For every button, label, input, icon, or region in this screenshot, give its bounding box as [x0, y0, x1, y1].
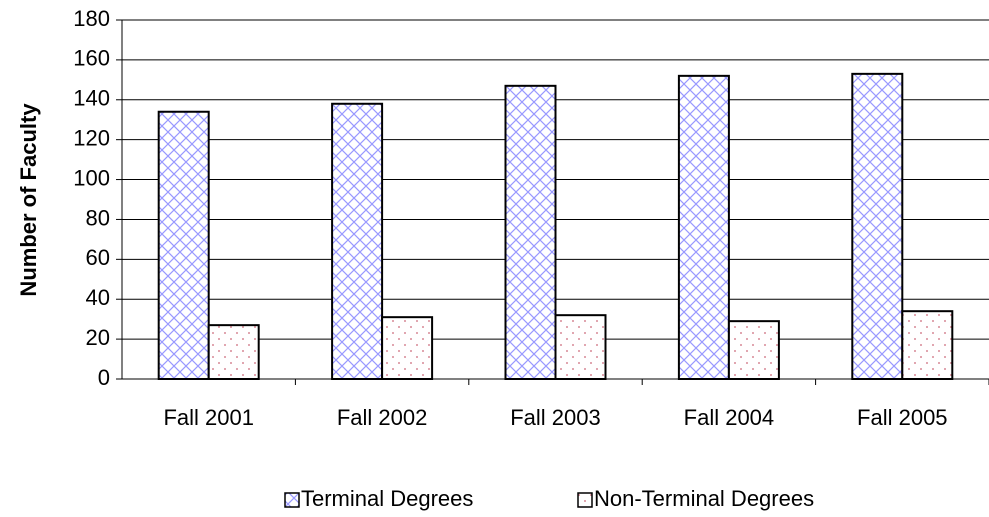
y-tick-label: 140: [73, 86, 110, 111]
bar: [207, 324, 260, 380]
legend-label: Terminal Degrees: [301, 486, 473, 511]
bar: [851, 72, 904, 380]
bar: [901, 310, 954, 381]
bar: [727, 320, 780, 380]
bar: [381, 316, 434, 380]
legend-swatch: [577, 492, 593, 508]
bar: [677, 74, 730, 380]
x-tick-label: Fall 2001: [163, 405, 254, 430]
x-tick-label: Fall 2004: [684, 405, 775, 430]
y-tick-label: 120: [73, 125, 110, 150]
bar: [554, 314, 607, 380]
y-tick-label: 60: [86, 245, 110, 270]
y-tick-label: 40: [86, 285, 110, 310]
bar: [157, 110, 210, 380]
legend-label: Non-Terminal Degrees: [594, 486, 814, 511]
y-tick-label: 20: [86, 325, 110, 350]
legend-swatch: [284, 492, 300, 508]
x-tick-label: Fall 2003: [510, 405, 601, 430]
y-tick-label: 80: [86, 205, 110, 230]
y-tick-label: 0: [98, 365, 110, 390]
y-tick-label: 160: [73, 46, 110, 71]
x-tick-label: Fall 2002: [337, 405, 428, 430]
y-tick-label: 180: [73, 6, 110, 31]
bar: [504, 84, 557, 380]
x-tick-label: Fall 2005: [857, 405, 948, 430]
y-axis-label: Number of Faculty: [16, 103, 41, 297]
bar: [331, 102, 384, 381]
y-tick-label: 100: [73, 165, 110, 190]
